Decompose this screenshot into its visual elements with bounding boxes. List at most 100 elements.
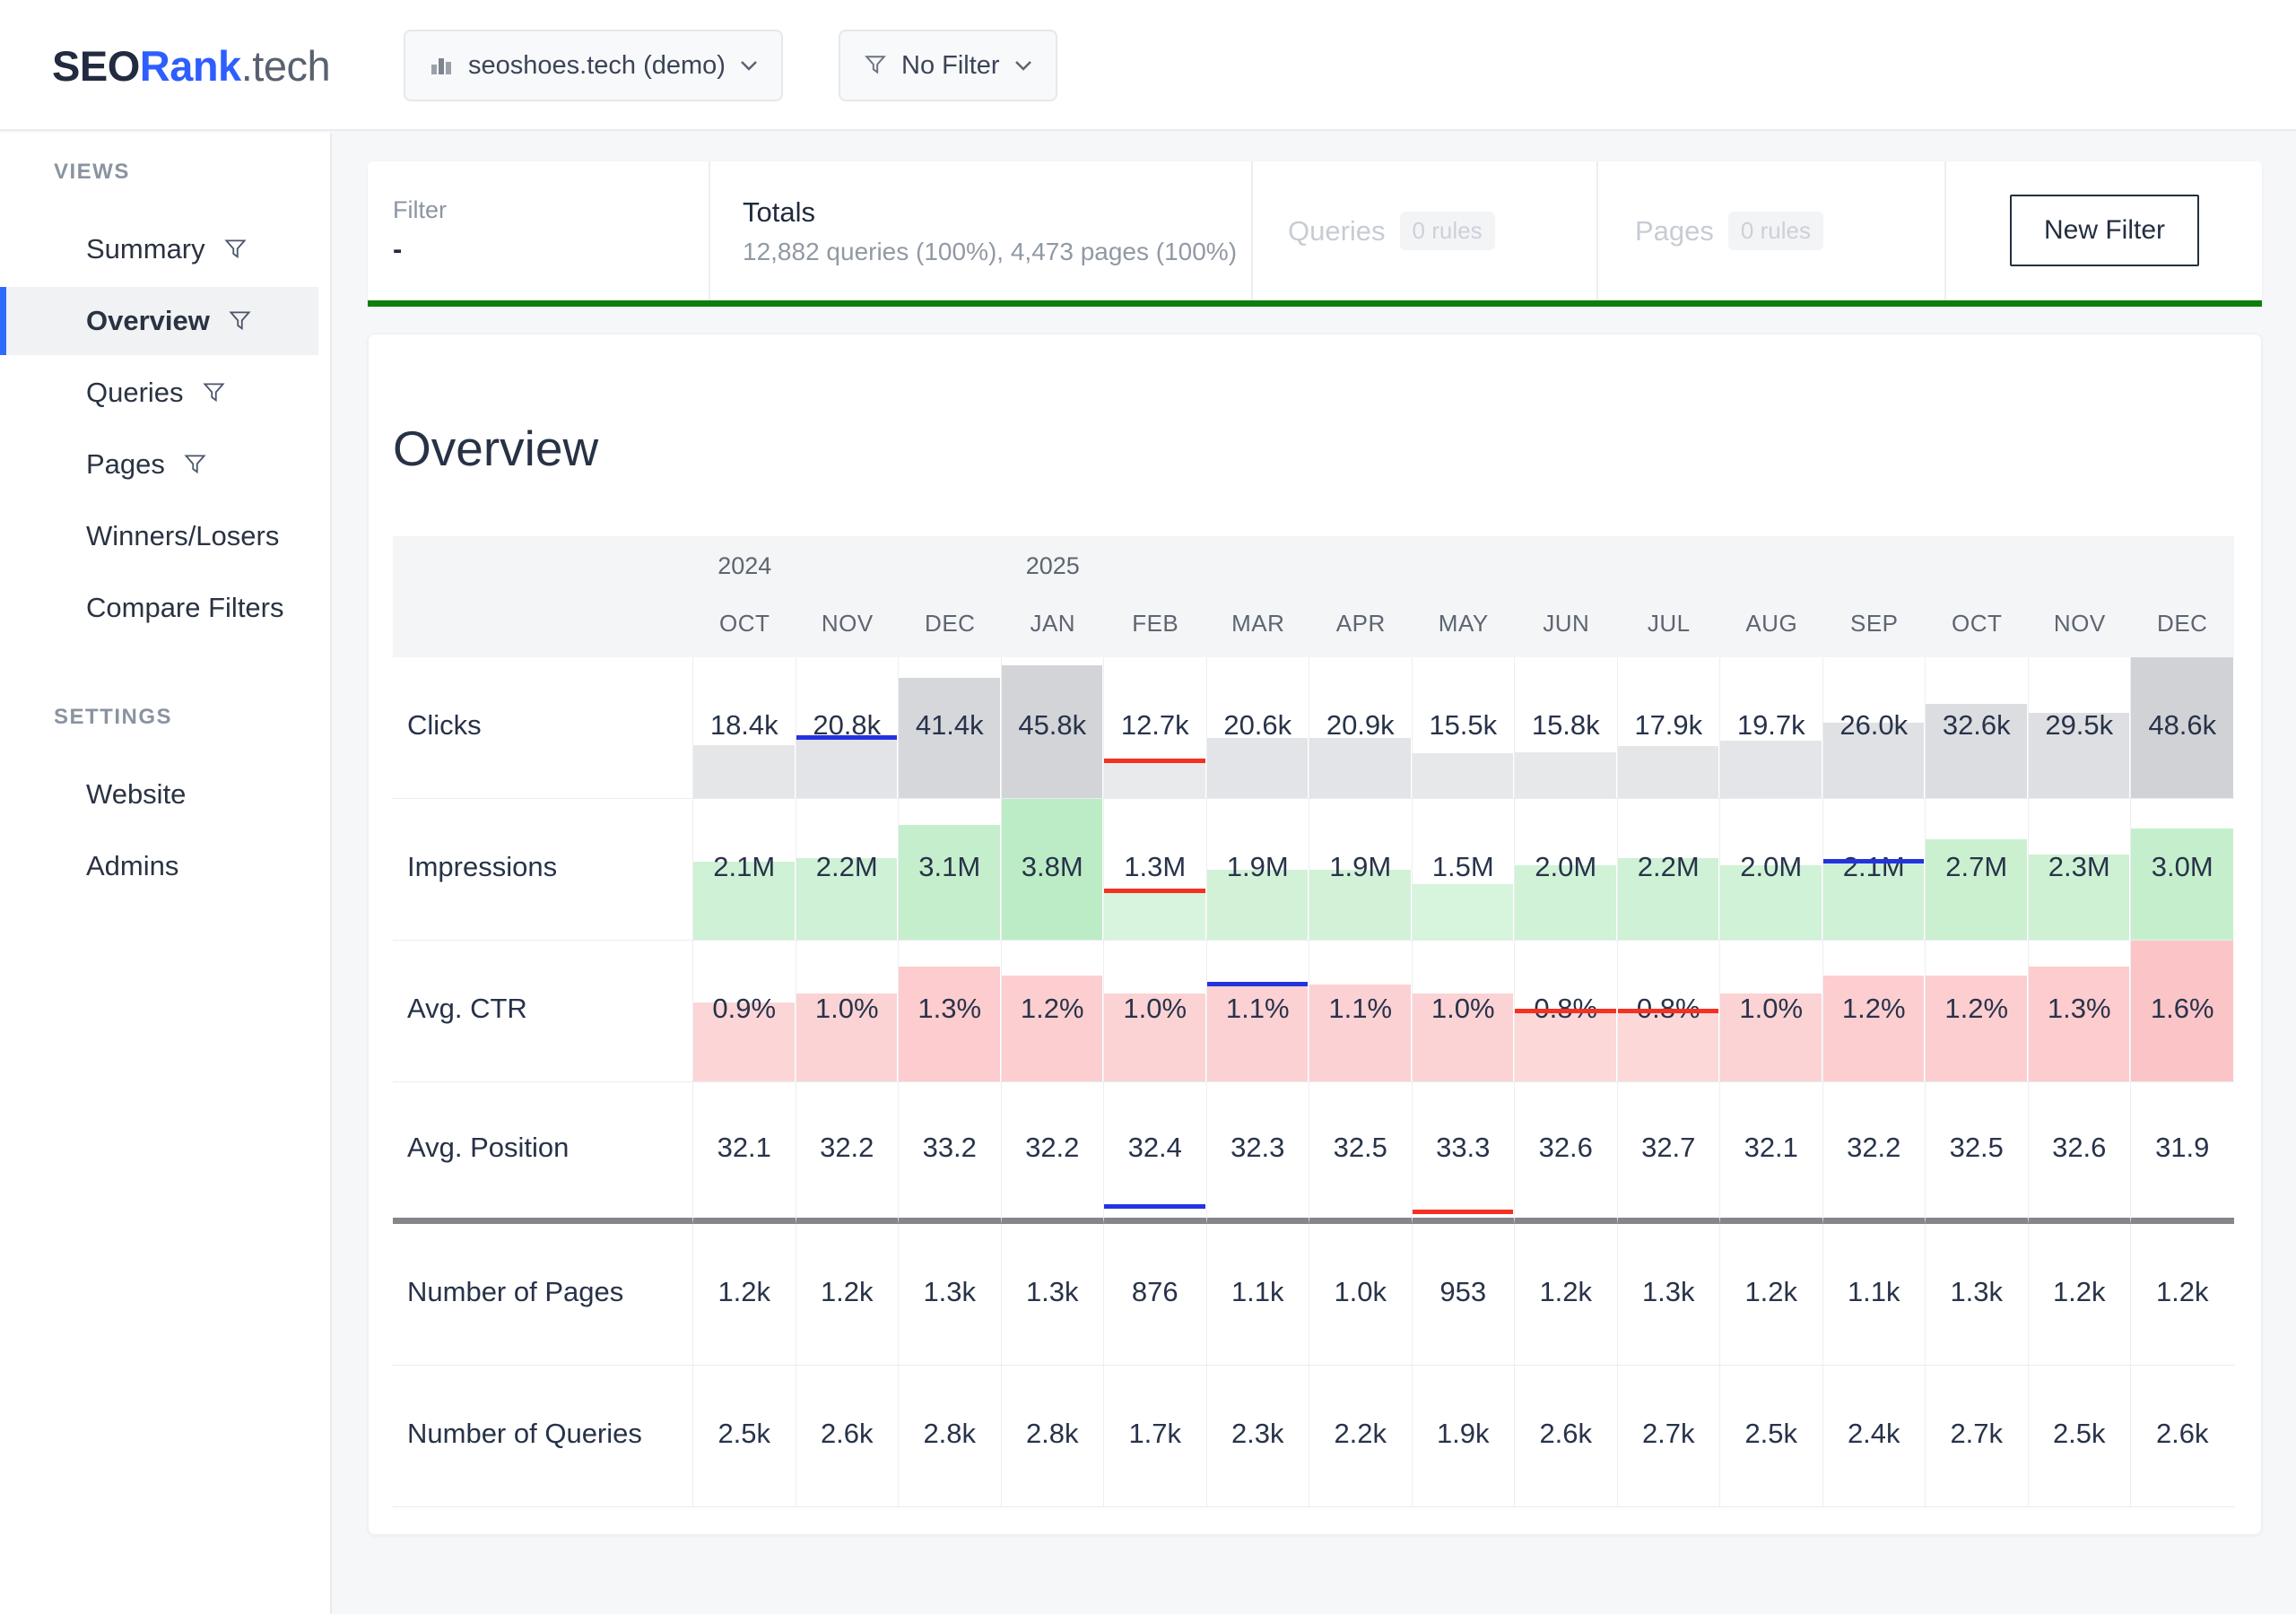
cell-bar xyxy=(693,744,795,798)
cell-value: 2.6k xyxy=(2155,1417,2209,1449)
table-cell: 1.2% xyxy=(1001,941,1104,1082)
cell-value: 1.0k xyxy=(1334,1275,1387,1307)
cell-bar xyxy=(1926,703,2027,798)
month-label: MAR xyxy=(1231,610,1285,637)
cell-value: 1.0% xyxy=(1123,992,1187,1024)
new-filter-button[interactable]: New Filter xyxy=(2009,195,2199,266)
table-cell: 2.4k xyxy=(1822,1366,1926,1507)
filter-selector-dropdown[interactable]: No Filter xyxy=(839,30,1057,101)
worst-marker-line xyxy=(1104,759,1205,764)
table-cell: 32.1 xyxy=(1720,1082,1823,1224)
funnel-icon xyxy=(865,56,886,74)
cell-value: 1.3k xyxy=(923,1275,977,1307)
table-cell: 2.7k xyxy=(1926,1366,2029,1507)
table-cell: 32.3 xyxy=(1206,1082,1309,1224)
cell-value: 2.1M xyxy=(1842,850,1905,882)
cell-value: 2.8k xyxy=(923,1417,977,1449)
totals-value: 12,882 queries (100%), 4,473 pages (100%… xyxy=(743,237,1238,265)
month-header-cell: MAY xyxy=(1412,536,1515,657)
cell-bar xyxy=(1412,884,1513,940)
sidebar-item-overview[interactable]: Overview xyxy=(0,287,318,355)
cell-bar xyxy=(1515,751,1616,798)
sidebar-item-label: Pages xyxy=(86,448,165,480)
site-selector-dropdown[interactable]: seoshoes.tech (demo) xyxy=(404,30,783,101)
table-cell: 2.5k xyxy=(693,1366,796,1507)
cell-value: 2.5k xyxy=(718,1417,771,1449)
app-logo: SEO Rank .tech xyxy=(52,0,331,131)
sidebar-item-summary[interactable]: Summary xyxy=(0,215,318,283)
sidebar-item-admins[interactable]: Admins xyxy=(0,832,318,900)
month-label: DEC xyxy=(925,610,976,637)
table-cell: 2.1M xyxy=(693,799,796,941)
sidebar-item-compare-filters[interactable]: Compare Filters xyxy=(0,574,318,642)
table-cell: 15.8k xyxy=(1515,657,1618,799)
table-cell: 1.1k xyxy=(1822,1224,1926,1366)
table-cell: 0.8% xyxy=(1617,941,1720,1082)
cell-bar xyxy=(2131,657,2233,798)
cell-value: 0.8% xyxy=(1534,993,1597,1025)
cell-value: 18.4k xyxy=(709,708,778,741)
cell-value: 32.4 xyxy=(1127,1131,1182,1163)
cell-value: 20.6k xyxy=(1223,708,1292,741)
sidebar-item-label: Website xyxy=(86,778,187,810)
month-header-cell: 2025 JAN xyxy=(1001,536,1104,657)
table-cell: 33.3 xyxy=(1412,1082,1515,1224)
cell-bar xyxy=(1309,737,1411,798)
cell-value: 32.2 xyxy=(1025,1131,1080,1163)
sidebar-item-winners-losers[interactable]: Winners/Losers xyxy=(0,502,318,570)
table-cell: 2.7k xyxy=(1617,1366,1720,1507)
cell-bar xyxy=(1720,865,1822,940)
table-cell: 1.3k xyxy=(1001,1224,1104,1366)
divider xyxy=(1251,161,1253,300)
row-label-text: Number of Queries xyxy=(407,1417,642,1449)
cell-bar xyxy=(796,737,897,798)
site-selector-label: seoshoes.tech (demo) xyxy=(468,50,726,80)
sidebar-item-queries[interactable]: Queries xyxy=(0,359,318,427)
cell-value: 1.9M xyxy=(1329,850,1392,882)
month-label: JUN xyxy=(1543,610,1590,637)
cell-value: 2.7k xyxy=(1641,1417,1695,1449)
cell-bar xyxy=(796,993,897,1081)
row-label-text: Avg. CTR xyxy=(407,992,527,1024)
sidebar-item-website[interactable]: Website xyxy=(0,760,318,829)
row-label-text: Clicks xyxy=(407,708,482,741)
table-header-corner xyxy=(393,536,693,657)
sidebar-item-pages[interactable]: Pages xyxy=(0,430,318,499)
row-label: Avg. CTR xyxy=(393,941,693,1082)
cell-value: 2.0M xyxy=(1740,850,1803,882)
cell-bar xyxy=(693,1002,795,1081)
year-label: 2024 xyxy=(718,552,772,579)
cell-value: 48.6k xyxy=(2148,708,2217,741)
cell-value: 15.8k xyxy=(1531,708,1600,741)
table-cell: 1.2k xyxy=(2028,1224,2131,1366)
cell-value: 1.1% xyxy=(1328,992,1393,1024)
row-label: Avg. Position xyxy=(393,1082,693,1224)
table-cell: 20.9k xyxy=(1309,657,1413,799)
cell-value: 2.0M xyxy=(1535,850,1597,882)
table-cell: 0.8% xyxy=(1515,941,1618,1082)
table-cell: 29.5k xyxy=(2028,657,2131,799)
table-cell: 2.0M xyxy=(1515,799,1618,941)
sidebar-section-views: VIEWS xyxy=(54,160,130,184)
divider xyxy=(709,161,710,300)
cell-value: 876 xyxy=(1131,1275,1178,1307)
table-cell: 1.0% xyxy=(1412,941,1515,1082)
cell-bar xyxy=(1926,839,2027,940)
row-label: Clicks xyxy=(393,657,693,799)
cell-bar xyxy=(1822,862,1924,940)
cell-value: 1.6% xyxy=(2150,992,2214,1024)
table-cell: 1.2k xyxy=(1720,1224,1823,1366)
cell-value: 1.2k xyxy=(1539,1275,1593,1307)
cell-value: 32.5 xyxy=(1333,1131,1387,1163)
cell-value: 32.6k xyxy=(1942,708,2011,741)
cell-value: 1.9M xyxy=(1226,850,1289,882)
month-label: FEB xyxy=(1132,610,1179,637)
table-cell: 3.0M xyxy=(2131,799,2234,941)
cell-value: 1.0% xyxy=(1431,992,1495,1024)
cell-value: 1.5M xyxy=(1431,850,1494,882)
month-header-cell: SEP xyxy=(1822,536,1926,657)
divider xyxy=(1944,161,1946,300)
cell-value: 1.1k xyxy=(1847,1275,1900,1307)
logo-part-seo: SEO xyxy=(52,41,140,90)
cell-bar xyxy=(1617,1011,1718,1081)
